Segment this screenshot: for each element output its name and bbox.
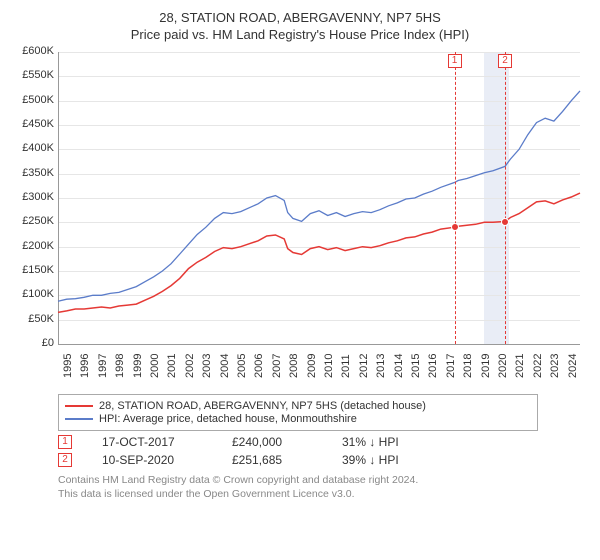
sale-row: 2 10-SEP-2020 £251,685 39% ↓ HPI xyxy=(58,453,588,467)
y-axis-label: £450K xyxy=(12,118,54,130)
x-axis-label: 2010 xyxy=(323,354,335,378)
y-axis-label: £500K xyxy=(12,94,54,106)
x-axis-label: 2001 xyxy=(166,354,178,378)
sale-price: £240,000 xyxy=(232,435,312,449)
x-axis-label: 2021 xyxy=(514,354,526,378)
x-axis-label: 2006 xyxy=(253,354,265,378)
sale-index-box: 2 xyxy=(58,453,72,467)
x-axis-label: 2007 xyxy=(271,354,283,378)
plot-region: 12 xyxy=(58,52,580,344)
sale-date: 17-OCT-2017 xyxy=(102,435,202,449)
x-axis-label: 1999 xyxy=(132,354,144,378)
legend-label: HPI: Average price, detached house, Monm… xyxy=(99,413,357,425)
event-vline xyxy=(455,52,456,344)
event-vline xyxy=(505,52,506,344)
sale-vs-hpi: 39% ↓ HPI xyxy=(342,453,452,467)
chart-title-address: 28, STATION ROAD, ABERGAVENNY, NP7 5HS xyxy=(12,10,588,25)
legend-swatch xyxy=(65,405,93,407)
x-axis-label: 2011 xyxy=(340,354,352,378)
x-axis-label: 2000 xyxy=(149,354,161,378)
x-axis-label: 2023 xyxy=(549,354,561,378)
footer-line-2: This data is licensed under the Open Gov… xyxy=(58,487,588,501)
x-axis xyxy=(58,344,580,345)
x-axis-label: 2022 xyxy=(532,354,544,378)
y-axis-label: £600K xyxy=(12,45,54,57)
sale-date: 10-SEP-2020 xyxy=(102,453,202,467)
x-axis-label: 2005 xyxy=(236,354,248,378)
legend-item: 28, STATION ROAD, ABERGAVENNY, NP7 5HS (… xyxy=(65,400,531,412)
sales-table: 1 17-OCT-2017 £240,000 31% ↓ HPI 2 10-SEP-202… xyxy=(58,435,588,467)
y-axis-label: £0 xyxy=(12,337,54,349)
x-axis-label: 2015 xyxy=(410,354,422,378)
x-axis-label: 1997 xyxy=(97,354,109,378)
y-axis-label: £300K xyxy=(12,191,54,203)
y-axis-label: £350K xyxy=(12,167,54,179)
sale-row: 1 17-OCT-2017 £240,000 31% ↓ HPI xyxy=(58,435,588,449)
x-axis-label: 2009 xyxy=(306,354,318,378)
event-marker-box: 1 xyxy=(448,54,462,68)
x-axis-label: 2012 xyxy=(358,354,370,378)
x-axis-label: 2018 xyxy=(462,354,474,378)
sale-index-box: 1 xyxy=(58,435,72,449)
x-axis-label: 2014 xyxy=(393,354,405,378)
y-axis-label: £50K xyxy=(12,313,54,325)
x-axis-label: 2017 xyxy=(445,354,457,378)
x-axis-label: 2004 xyxy=(219,354,231,378)
x-axis-label: 2019 xyxy=(480,354,492,378)
x-axis-label: 1995 xyxy=(62,354,74,378)
y-axis-label: £550K xyxy=(12,69,54,81)
x-axis-label: 2016 xyxy=(427,354,439,378)
x-axis-label: 2002 xyxy=(184,354,196,378)
event-point xyxy=(501,218,509,226)
sale-price: £251,685 xyxy=(232,453,312,467)
series-hpi xyxy=(58,91,580,301)
chart-area: 12£0£50K£100K£150K£200K£250K£300K£350K£4… xyxy=(12,48,588,388)
legend-item: HPI: Average price, detached house, Monm… xyxy=(65,413,531,425)
x-axis-label: 2020 xyxy=(497,354,509,378)
legend-box: 28, STATION ROAD, ABERGAVENNY, NP7 5HS (… xyxy=(58,394,538,431)
legend-swatch xyxy=(65,418,93,420)
event-point xyxy=(451,223,459,231)
footer-attribution: Contains HM Land Registry data © Crown c… xyxy=(58,473,588,501)
y-axis-label: £250K xyxy=(12,215,54,227)
series-svg xyxy=(58,52,580,344)
sale-vs-hpi: 31% ↓ HPI xyxy=(342,435,452,449)
x-axis-label: 1998 xyxy=(114,354,126,378)
y-axis-label: £200K xyxy=(12,240,54,252)
x-axis-label: 2008 xyxy=(288,354,300,378)
y-axis-label: £100K xyxy=(12,288,54,300)
legend-label: 28, STATION ROAD, ABERGAVENNY, NP7 5HS (… xyxy=(99,400,426,412)
x-axis-label: 1996 xyxy=(79,354,91,378)
y-axis-label: £150K xyxy=(12,264,54,276)
footer-line-1: Contains HM Land Registry data © Crown c… xyxy=(58,473,588,487)
x-axis-label: 2003 xyxy=(201,354,213,378)
chart-subtitle: Price paid vs. HM Land Registry's House … xyxy=(12,27,588,42)
y-axis-label: £400K xyxy=(12,142,54,154)
event-marker-box: 2 xyxy=(498,54,512,68)
x-axis-label: 2013 xyxy=(375,354,387,378)
x-axis-label: 2024 xyxy=(567,354,579,378)
